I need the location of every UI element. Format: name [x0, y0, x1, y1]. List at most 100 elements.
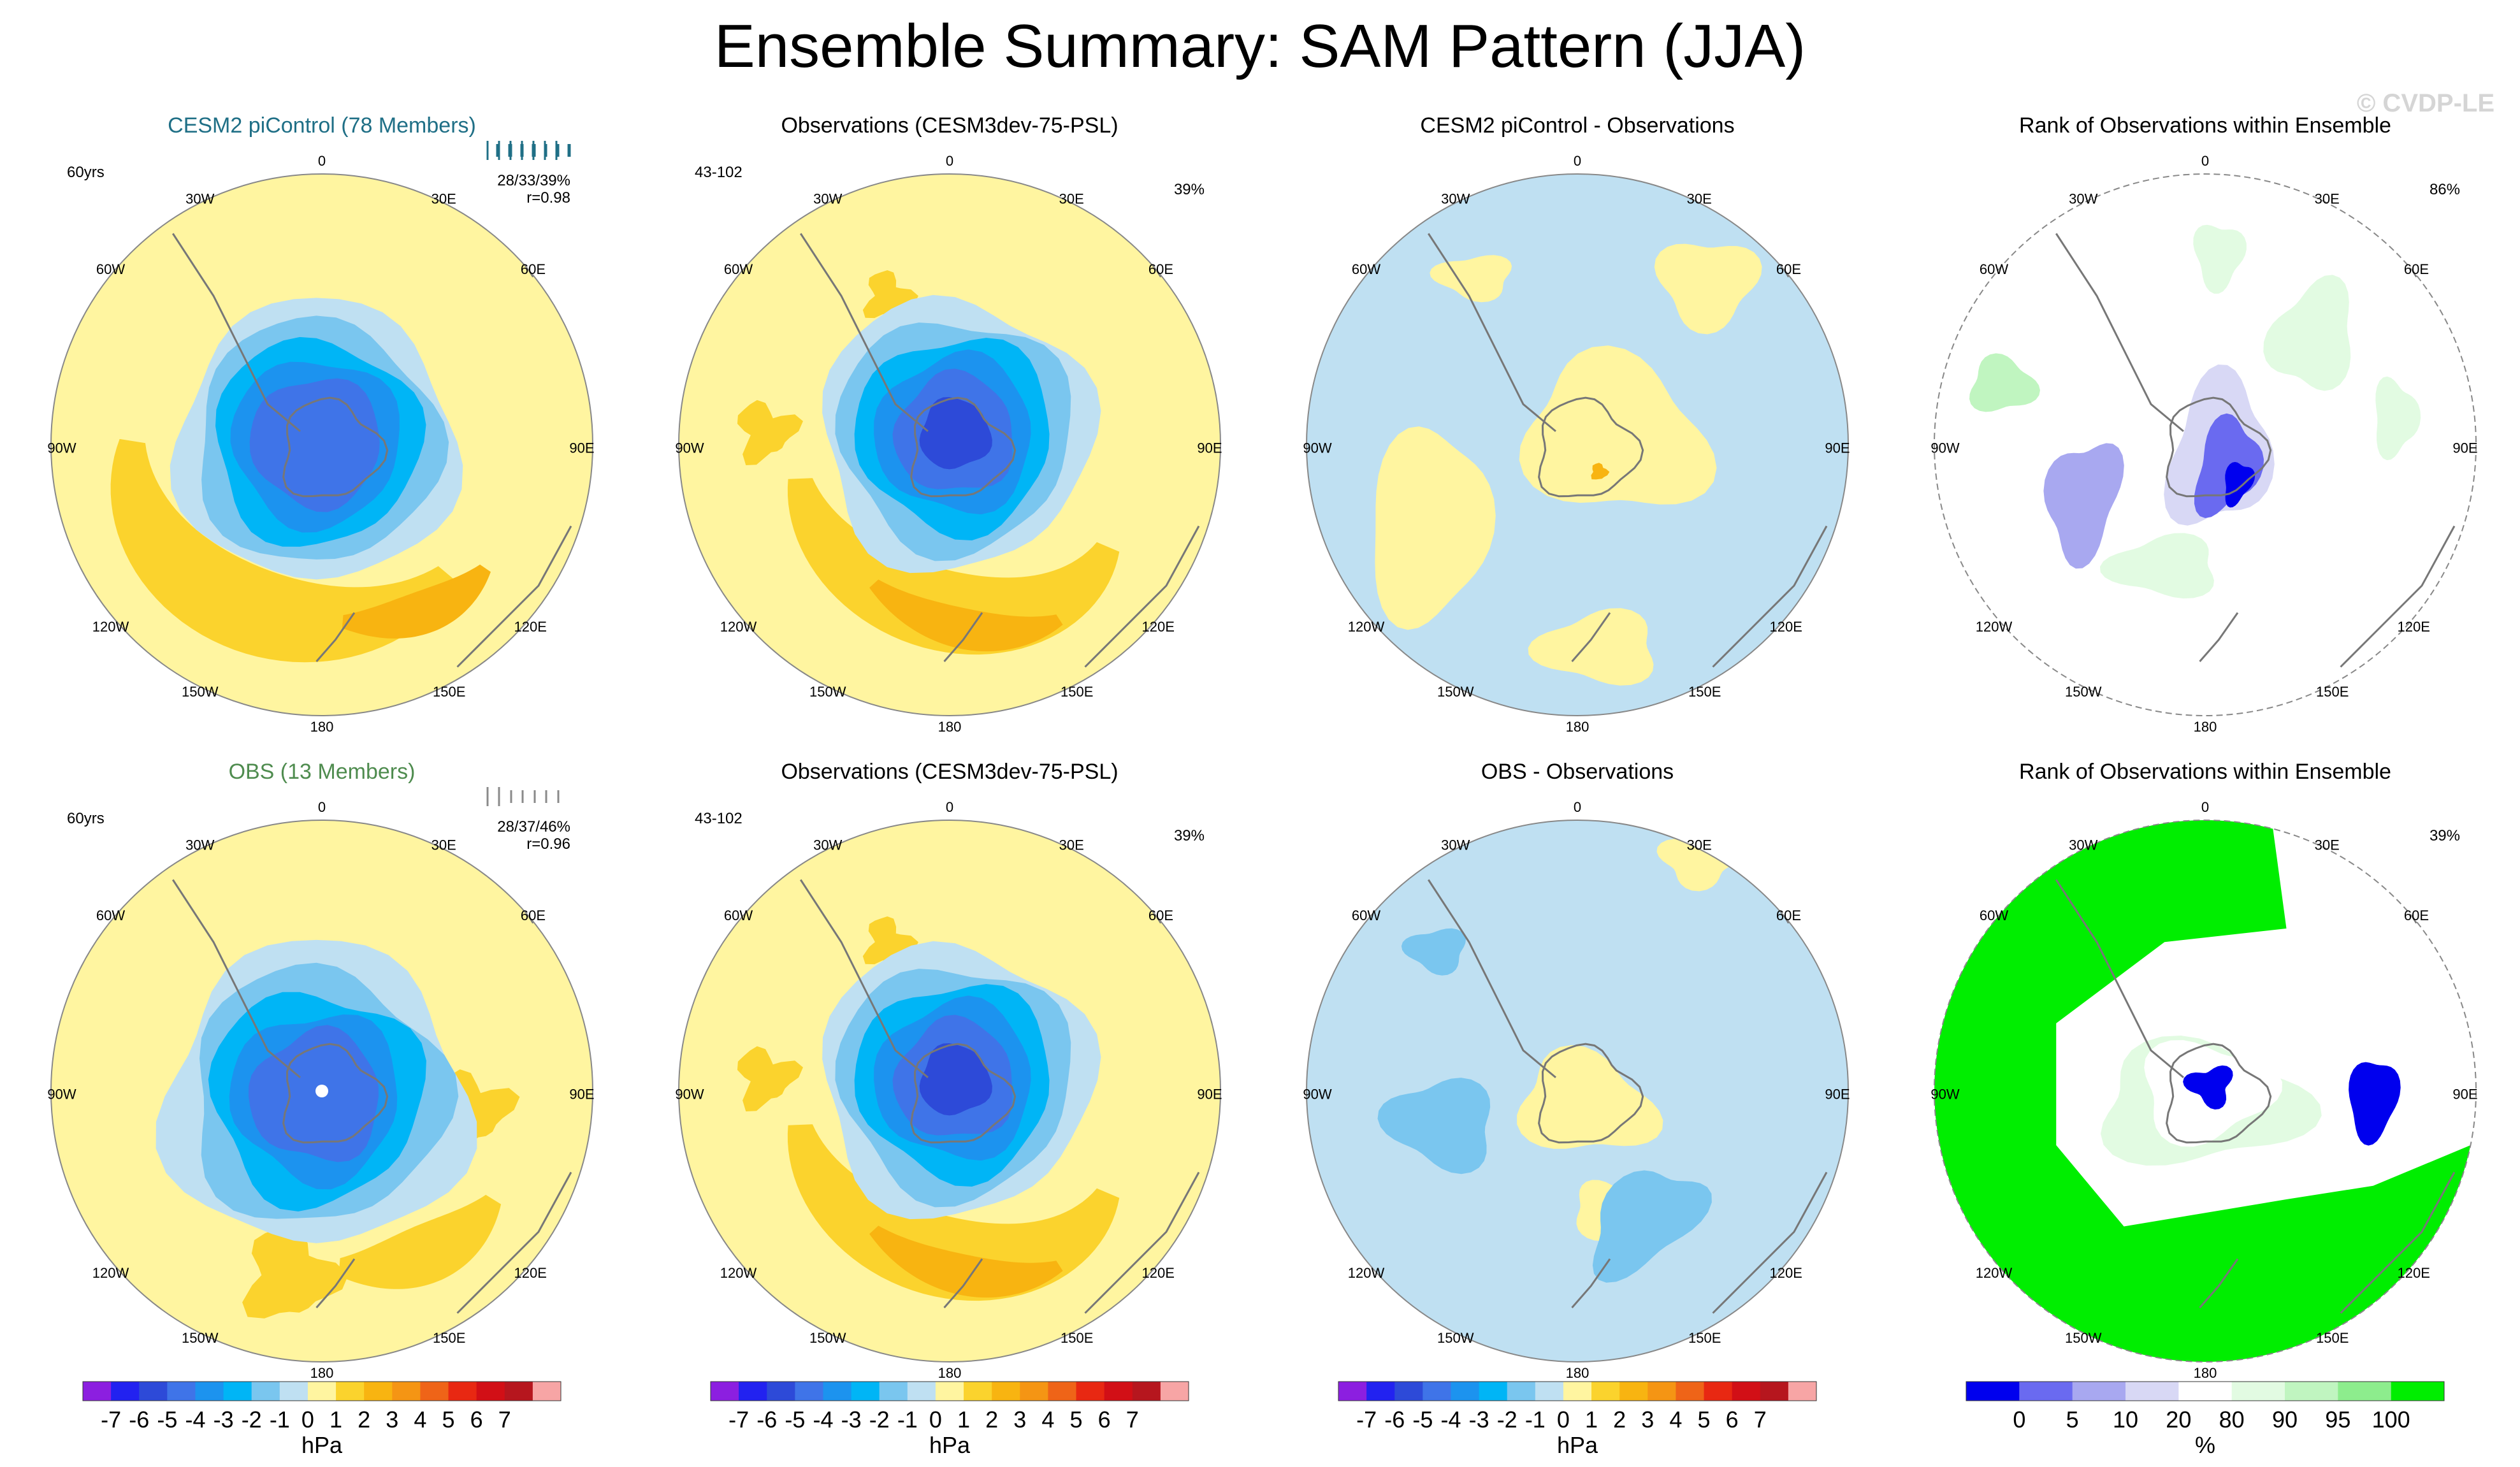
colorbar-label: -6 — [129, 1406, 149, 1433]
colorbar-swatch — [879, 1382, 908, 1401]
colorbar-swatch — [851, 1382, 880, 1401]
colorbar-swatch — [448, 1382, 477, 1401]
map-field — [679, 174, 1220, 716]
meridian-label: 180 — [2194, 1365, 2217, 1381]
meridian-label: 90E — [1825, 440, 1850, 456]
meridian-label: 150W — [809, 1330, 846, 1346]
meridian-label: 90W — [1303, 440, 1331, 456]
antarctica-coastline — [282, 396, 389, 498]
panel-title: CESM2 piControl (78 Members) — [168, 113, 476, 138]
antarctica-coastline — [910, 1043, 1017, 1144]
colorbar-swatch — [532, 1382, 561, 1401]
colorbar-label: -4 — [1440, 1406, 1461, 1433]
south-america-coastline — [799, 879, 929, 1078]
panel-title: Observations (CESM3dev-75-PSL) — [781, 760, 1118, 784]
colorbar-swatch — [167, 1382, 196, 1401]
meridian-label: 60W — [724, 907, 753, 923]
figure-title: Ensemble Summary: SAM Pattern (JJA) — [714, 12, 1806, 80]
colorbar-unit: hPa — [929, 1432, 971, 1458]
map-panel: 0 30E 60E 90E 120E 150E 180 150W 120W 90W 60W 30W Ob… — [675, 113, 1222, 735]
positive-difference — [1654, 243, 1762, 335]
meridian-label: 150E — [433, 1330, 465, 1346]
colorbar-label: 5 — [442, 1406, 455, 1433]
australia-coastline — [1084, 1171, 1200, 1314]
australia-coastline — [1712, 1171, 1828, 1314]
antarctica-coastline — [910, 396, 1017, 498]
copyright-watermark: © CVDP-LE — [2356, 89, 2495, 117]
meridian-label: 150E — [433, 684, 465, 700]
rank-high — [1969, 353, 2040, 412]
map-field — [1307, 820, 1848, 1362]
meridian-label: 90W — [1303, 1086, 1331, 1102]
meridian-label: 150E — [1688, 684, 1721, 700]
colorbar-unit: % — [2195, 1432, 2215, 1458]
negative-contour — [249, 1025, 379, 1162]
australia-coastline — [1084, 525, 1200, 668]
map-panel: 0 30E 60E 90E 120E 150E 180 150W 120W 90W 60W 30W Ob… — [675, 760, 1222, 1381]
rank-high — [2193, 224, 2247, 294]
meridian-label: 90W — [1930, 440, 1959, 456]
meridian-label: 30W — [2069, 837, 2097, 853]
colorbar: -7 -6 -5 -4 -3 -2 -1 0 1 2 3 4 5 6 7 hPa — [710, 1381, 1189, 1458]
colorbar-label: -2 — [1497, 1406, 1517, 1433]
colorbar-label: -3 — [841, 1406, 862, 1433]
positive-band-2hpa — [869, 579, 1063, 652]
colorbar-label: 2 — [358, 1406, 370, 1433]
pattern-correlation: r=0.98 — [526, 189, 570, 206]
meridian-label: 30W — [2069, 191, 2097, 206]
rank-high — [2263, 275, 2351, 391]
colorbar-swatch — [2178, 1382, 2233, 1401]
antarctica-coastline — [2166, 1043, 2272, 1144]
meridian-label: 90W — [1930, 1086, 1959, 1102]
positive-band-2hpa — [342, 564, 491, 639]
colorbar-label: 2 — [1613, 1406, 1626, 1433]
colorbar-swatch — [739, 1382, 767, 1401]
australia-coastline — [456, 1171, 572, 1314]
colorbar-swatch — [195, 1382, 224, 1401]
meridian-label: 90E — [569, 440, 594, 456]
meridian-label: 90E — [1825, 1086, 1850, 1102]
meridian-label: 90E — [569, 1086, 594, 1102]
panel-title: Rank of Observations within Ensemble — [2019, 113, 2391, 138]
colorbar-label: 0 — [301, 1406, 314, 1433]
colorbar-label: -6 — [757, 1406, 777, 1433]
meridian-label: 60W — [96, 261, 125, 277]
map-panel: 0 30E 60E 90E 120E 150E 180 150W 120W 90W 60W 30W OB… — [1303, 760, 1850, 1381]
meridian-label: 60W — [1352, 261, 1380, 277]
negative-difference — [1377, 1078, 1491, 1174]
colorbar-swatch — [1647, 1382, 1676, 1401]
meridian-label: 120W — [92, 619, 129, 635]
meridian-label: 0 — [1574, 799, 1581, 815]
meridian-label: 30W — [185, 191, 214, 206]
positive-band-2hpa — [869, 1225, 1063, 1298]
colorbar-swatch — [795, 1382, 823, 1401]
south-america-coastline — [1427, 879, 1556, 1078]
colorbar-label: 1 — [1585, 1406, 1598, 1433]
colorbar-label: 4 — [414, 1406, 426, 1433]
colorbar-swatch — [1704, 1382, 1733, 1401]
colorbar-label: 5 — [2066, 1406, 2079, 1433]
meridian-label: 180 — [2194, 719, 2217, 735]
meridian-label: 150W — [809, 684, 846, 700]
colorbar-label: -2 — [242, 1406, 262, 1433]
colorbar-swatch — [83, 1382, 112, 1401]
colorbar-label: -5 — [1412, 1406, 1433, 1433]
australia-coastline — [2340, 1171, 2456, 1314]
map-field — [1307, 174, 1848, 716]
australia-coastline — [1712, 525, 1828, 668]
colorbar-label: 3 — [386, 1406, 398, 1433]
south-america-coastline — [799, 233, 929, 432]
colorbar-swatch — [2231, 1382, 2285, 1401]
colorbar-swatch — [336, 1382, 365, 1401]
panel-title: Rank of Observations within Ensemble — [2019, 760, 2391, 784]
colorbar-label: -4 — [813, 1406, 833, 1433]
colorbar-label: -3 — [214, 1406, 234, 1433]
colorbar-swatch — [392, 1382, 421, 1401]
new-zealand-coastline — [1571, 612, 1611, 662]
colorbar-label: 100 — [2372, 1406, 2410, 1433]
meridian-label: 0 — [318, 799, 326, 815]
meridian-label: 0 — [946, 799, 953, 815]
colorbar-label: -1 — [1525, 1406, 1546, 1433]
meridian-label: 150W — [1437, 684, 1474, 700]
positive-difference — [1528, 608, 1654, 686]
